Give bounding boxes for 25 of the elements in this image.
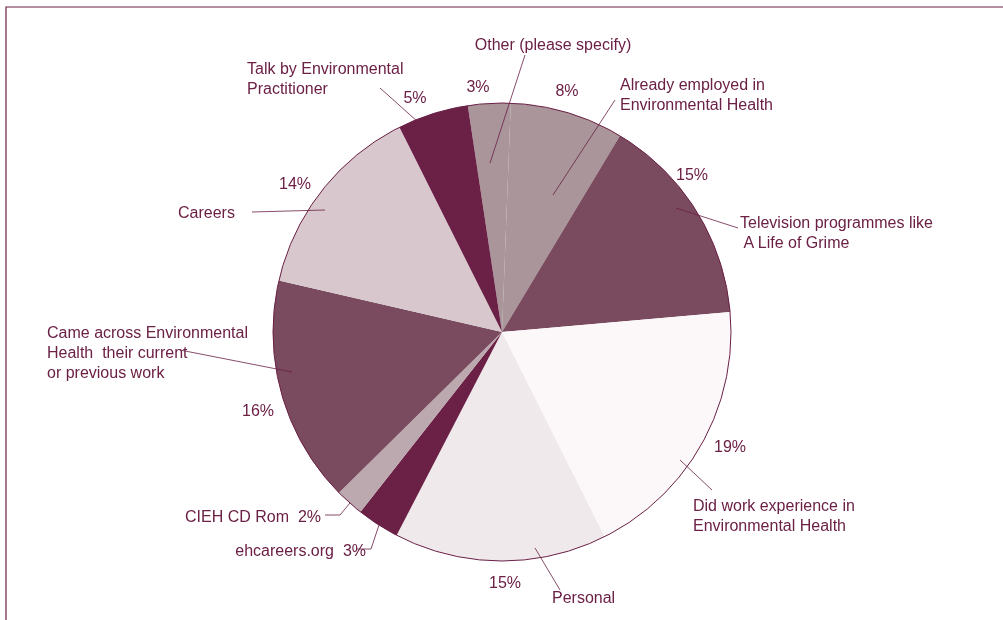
pie-slice [502,135,731,332]
data-label: 2% [297,508,321,525]
slice-label: Talk by Environmental Practitioner [247,60,404,97]
slice-label: Already employed in Environmental Health [620,76,773,113]
slice-label: Television programmes like A Life of Grime [740,214,934,251]
data-label: 19% [713,438,747,455]
slice-label: CIEH CD Rom [184,508,289,525]
slice-label: Did work experience in Environmental Health [693,497,855,534]
data-label: 14% [278,175,312,192]
data-label: 3% [342,542,366,559]
slice-label: Came across Environmental Health their current or previous work [47,324,248,381]
data-label: 8% [555,82,579,99]
slice-label: ehcareers.org [235,542,334,559]
pie-slice [338,332,502,512]
slice-label: Other (please specify) [474,36,632,53]
pie-slice [396,332,605,561]
slice-label: Personal [552,589,616,606]
pie-slice [273,280,502,493]
data-label: 15% [488,574,522,591]
data-label: 5% [403,89,427,106]
slice-label: Careers [178,204,235,221]
pie-slice [278,127,502,332]
data-label: 15% [675,166,709,183]
data-label: 3% [466,78,490,95]
data-label: 16% [241,402,275,419]
